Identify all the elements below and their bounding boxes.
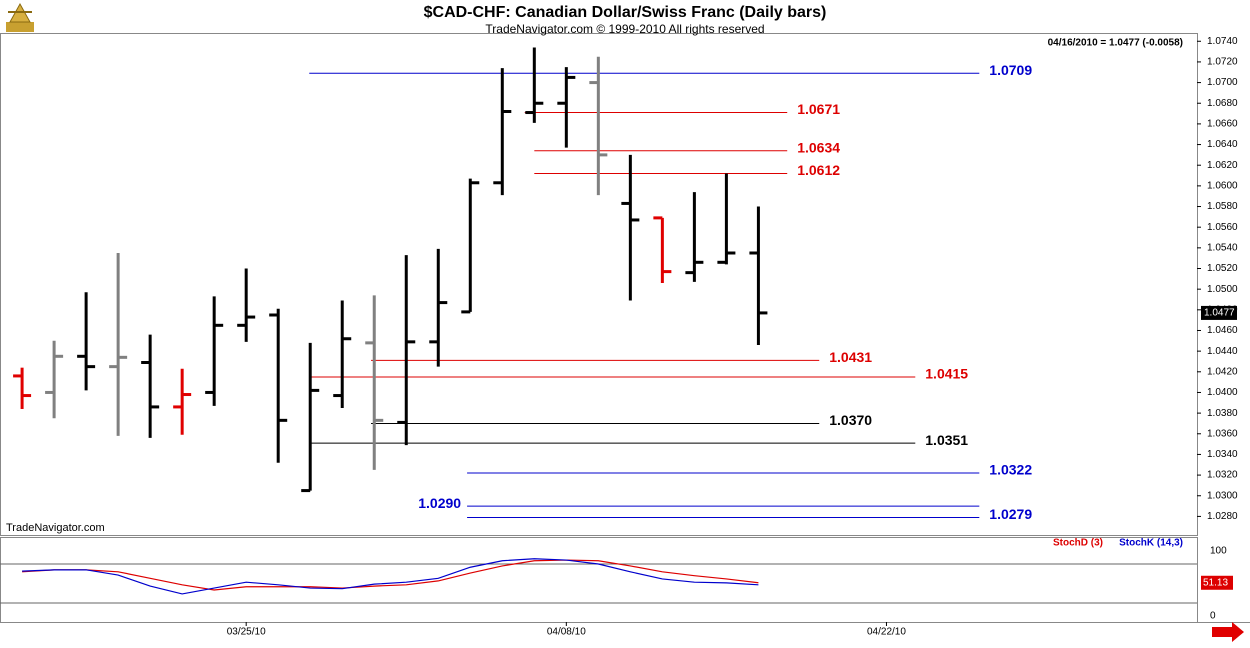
level-label: 1.0634 [797, 139, 840, 155]
price-panel [0, 33, 1198, 536]
ohlc-bar [493, 68, 512, 196]
y-tick-label: 1.0320 [1207, 470, 1238, 481]
y-tick-label: 1.0600 [1207, 181, 1238, 192]
ohlc-bar [685, 192, 704, 282]
ohlc-bar [749, 206, 768, 345]
level-label: 1.0351 [925, 432, 968, 448]
ohlc-bar [301, 342, 320, 493]
level-label: 1.0709 [989, 62, 1032, 78]
last-stoch-box [1201, 575, 1233, 590]
ohlc-bar [461, 178, 480, 314]
level-label: 1.0322 [989, 462, 1032, 478]
stoch-line [22, 558, 759, 595]
logo-icon [6, 2, 34, 32]
chart-title: $CAD-CHF: Canadian Dollar/Swiss Franc (D… [424, 4, 827, 21]
y-tick-label: 1.0420 [1207, 366, 1238, 377]
ohlc-bar [621, 154, 640, 301]
ohlc-bar [525, 47, 544, 123]
ohlc-bar [653, 216, 672, 283]
y-tick-label: 1.0380 [1207, 408, 1238, 419]
ohlc-bar [269, 308, 288, 463]
ohlc-bar [77, 292, 96, 391]
y-tick-label: 100 [1210, 546, 1227, 557]
y-tick-label: 1.0700 [1207, 77, 1238, 88]
ohlc-bar [365, 295, 384, 470]
ohlc-bar [205, 296, 224, 406]
x-tick-label: 04/08/10 [547, 627, 586, 638]
legend-entry: StochD (3) [1053, 538, 1103, 549]
y-tick-label: 1.0280 [1207, 511, 1238, 522]
ohlc-bar [109, 253, 128, 436]
ohlc-bar [589, 56, 608, 196]
y-tick-label: 1.0360 [1207, 428, 1238, 439]
y-tick-label: 1.0560 [1207, 222, 1238, 233]
y-tick-label: 1.0500 [1207, 284, 1238, 295]
ohlc-bar [141, 334, 160, 438]
y-tick-label: 1.0300 [1207, 490, 1238, 501]
last-stoch-label: 51.13 [1203, 577, 1228, 588]
ohlc-bar [237, 268, 256, 342]
y-tick-label: 1.0400 [1207, 387, 1238, 398]
y-tick-label: 1.0580 [1207, 201, 1238, 212]
level-label: 1.0671 [797, 101, 840, 117]
last-price-box [1201, 305, 1237, 320]
x-tick-label: 04/22/10 [867, 627, 906, 638]
y-tick-label: 1.0660 [1207, 119, 1238, 130]
ohlc-bar [173, 368, 192, 435]
level-label: 1.0612 [797, 162, 840, 178]
stoch-line [22, 559, 759, 591]
level-label: 1.0431 [829, 349, 872, 365]
ohlc-bar [397, 255, 416, 446]
level-label: 1.0415 [925, 366, 968, 382]
y-tick-label: 1.0520 [1207, 263, 1238, 274]
legend-entry: StochK (14,3) [1119, 538, 1183, 549]
ohlc-bar [45, 340, 64, 419]
level-label: 1.0279 [989, 506, 1032, 522]
scroll-arrow[interactable] [1212, 622, 1244, 642]
x-tick-label: 03/25/10 [227, 627, 266, 638]
y-tick-label: 1.0680 [1207, 98, 1238, 109]
ohlc-bar [333, 300, 352, 408]
ohlc-bar [717, 173, 736, 265]
y-tick-label: 1.0720 [1207, 57, 1238, 68]
ohlc-bar [13, 367, 32, 409]
ohlc-bar [429, 248, 448, 367]
y-tick-label: 1.0540 [1207, 242, 1238, 253]
y-tick-label: 1.0440 [1207, 346, 1238, 357]
level-label: 1.0290 [418, 495, 461, 511]
y-tick-label: 1.0740 [1207, 36, 1238, 47]
info-label: 04/16/2010 = 1.0477 (-0.0058) [1048, 38, 1183, 49]
level-label: 1.0370 [829, 412, 872, 428]
y-tick-label: 1.0340 [1207, 449, 1238, 460]
y-tick-label: 1.0640 [1207, 139, 1238, 150]
y-tick-label: 1.0620 [1207, 160, 1238, 171]
y-tick-label: 0 [1210, 611, 1216, 622]
chart-subtitle: TradeNavigator.com © 1999-2010 All right… [485, 22, 764, 36]
y-tick-label: 1.0460 [1207, 325, 1238, 336]
watermark: TradeNavigator.com [6, 522, 105, 534]
ohlc-bar [557, 67, 576, 148]
last-price-label: 1.0477 [1204, 308, 1235, 319]
